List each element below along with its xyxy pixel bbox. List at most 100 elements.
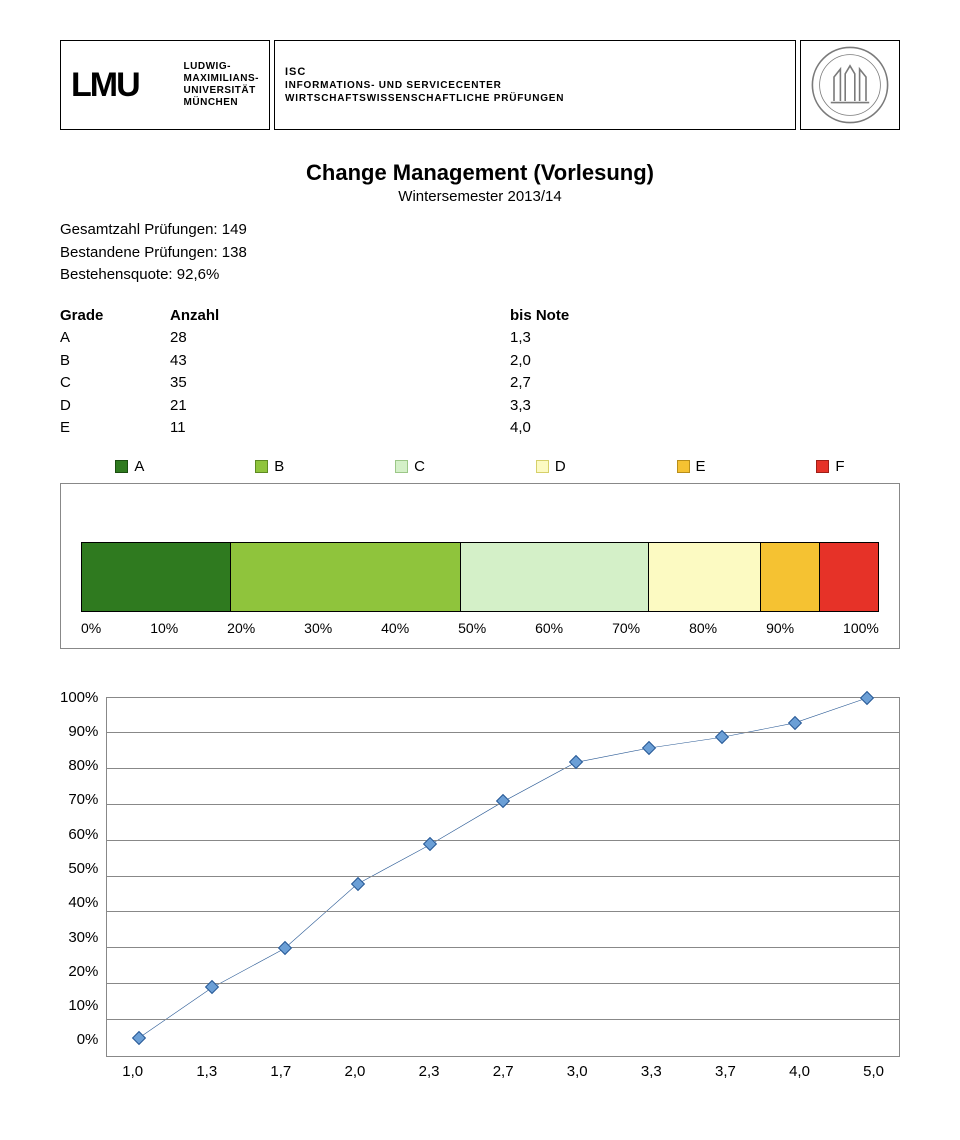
stacked-bar-chart: 0%10%20%30%40%50%60%70%80%90%100% <box>60 483 900 649</box>
table-row: A <box>60 327 170 350</box>
legend-label: A <box>134 458 144 475</box>
legend-item: F <box>816 458 844 475</box>
y-tick-label: 100% <box>60 689 98 706</box>
legend-item: D <box>536 458 566 475</box>
legend-label: E <box>696 458 706 475</box>
table-row: D <box>60 395 170 418</box>
x-tick-label: 1,0 <box>122 1063 143 1080</box>
isc-line-3: WIRTSCHAFTSWISSENSCHAFTLICHE PRÜFUNGEN <box>285 93 564 104</box>
col-count: Anzahl <box>170 305 510 328</box>
y-tick-label: 70% <box>68 791 98 808</box>
table-row: 28 <box>170 327 510 350</box>
lmu-mark: LMU <box>71 66 139 105</box>
seal-icon <box>810 45 890 125</box>
table-row: 2,7 <box>510 372 900 395</box>
letterhead: LMU LUDWIG- MAXIMILIANS- UNIVERSITÄT MÜN… <box>60 40 900 130</box>
x-tick-label: 4,0 <box>789 1063 810 1080</box>
y-tick-label: 80% <box>68 757 98 774</box>
gridline <box>107 876 899 877</box>
bar-segment-D <box>649 543 761 611</box>
y-tick-label: 30% <box>68 929 98 946</box>
x-axis-labels: 1,01,31,72,02,32,73,03,33,74,05,0 <box>106 1057 900 1080</box>
y-tick-label: 90% <box>68 723 98 740</box>
isc-line-2: INFORMATIONS- UND SERVICECENTER <box>285 80 502 91</box>
x-tick-label: 2,3 <box>419 1063 440 1080</box>
stat-rate: Bestehensquote: 92,6% <box>60 264 900 287</box>
gridline <box>107 768 899 769</box>
bar-segment-F <box>820 543 879 611</box>
tick-label: 20% <box>227 620 255 636</box>
legend-swatch <box>115 460 128 473</box>
chart-legend: A B C D E F <box>60 458 900 475</box>
table-row: 1,3 <box>510 327 900 350</box>
grade-table: Grade Anzahl bis Note <box>60 305 900 328</box>
tick-label: 80% <box>689 620 717 636</box>
table-row: 2,0 <box>510 350 900 373</box>
gridline <box>107 983 899 984</box>
table-row: 11 <box>170 417 510 440</box>
legend-item: E <box>677 458 706 475</box>
gridline <box>107 911 899 912</box>
stacked-bar <box>81 542 879 612</box>
page-subtitle: Wintersemester 2013/14 <box>60 188 900 205</box>
gridline <box>107 697 899 698</box>
tick-label: 10% <box>150 620 178 636</box>
legend-label: D <box>555 458 566 475</box>
y-tick-label: 40% <box>68 894 98 911</box>
tick-label: 100% <box>843 620 879 636</box>
summary-stats: Gesamtzahl Prüfungen: 149 Bestandene Prü… <box>60 219 900 287</box>
x-tick-label: 1,3 <box>196 1063 217 1080</box>
col-grade: Grade <box>60 305 170 328</box>
bar-segment-C <box>461 543 648 611</box>
grade-table-body: A281,3B432,0C352,7D213,3E114,0 <box>60 327 900 440</box>
cumulative-line-chart: 0%10%20%30%40%50%60%70%80%90%100% 1,01,3… <box>60 697 900 1080</box>
tick-label: 0% <box>81 620 101 636</box>
legend-swatch <box>395 460 408 473</box>
stat-total: Gesamtzahl Prüfungen: 149 <box>60 219 900 242</box>
tick-label: 90% <box>766 620 794 636</box>
x-tick-label: 2,7 <box>493 1063 514 1080</box>
gridline <box>107 732 899 733</box>
legend-item: A <box>115 458 144 475</box>
bar-segment-A <box>81 543 231 611</box>
isc-line-1: ISC <box>285 66 306 78</box>
line-path <box>107 698 899 1056</box>
x-tick-label: 3,3 <box>641 1063 662 1080</box>
col-note: bis Note <box>510 305 900 328</box>
legend-label: C <box>414 458 425 475</box>
legend-label: B <box>274 458 284 475</box>
legend-swatch <box>255 460 268 473</box>
y-tick-label: 50% <box>68 860 98 877</box>
bar-segment-B <box>231 543 461 611</box>
y-tick-label: 60% <box>68 826 98 843</box>
plot-area <box>106 697 900 1057</box>
page-title: Change Management (Vorlesung) <box>60 160 900 186</box>
table-row: E <box>60 417 170 440</box>
tick-label: 40% <box>381 620 409 636</box>
lmu-logo-box: LMU LUDWIG- MAXIMILIANS- UNIVERSITÄT MÜN… <box>60 40 270 130</box>
legend-item: B <box>255 458 284 475</box>
y-tick-label: 0% <box>77 1031 99 1048</box>
table-row: 3,3 <box>510 395 900 418</box>
lmu-text: LUDWIG- MAXIMILIANS- UNIVERSITÄT MÜNCHEN <box>184 61 259 109</box>
tick-label: 70% <box>612 620 640 636</box>
gridline <box>107 840 899 841</box>
x-tick-label: 2,0 <box>345 1063 366 1080</box>
y-axis-labels: 0% 10% 20% 30% 40% 50% 60% 70% 80% 90% 100% <box>60 689 106 1049</box>
table-row: B <box>60 350 170 373</box>
table-row: 21 <box>170 395 510 418</box>
x-tick-label: 3,0 <box>567 1063 588 1080</box>
legend-item: C <box>395 458 425 475</box>
university-seal <box>800 40 900 130</box>
legend-swatch <box>816 460 829 473</box>
table-row: 4,0 <box>510 417 900 440</box>
legend-swatch <box>677 460 690 473</box>
tick-label: 50% <box>458 620 486 636</box>
y-tick-label: 20% <box>68 963 98 980</box>
x-tick-label: 5,0 <box>863 1063 884 1080</box>
tick-label: 60% <box>535 620 563 636</box>
stacked-bar-ticks: 0%10%20%30%40%50%60%70%80%90%100% <box>81 620 879 636</box>
y-tick-label: 10% <box>68 997 98 1014</box>
x-tick-label: 1,7 <box>270 1063 291 1080</box>
gridline <box>107 947 899 948</box>
